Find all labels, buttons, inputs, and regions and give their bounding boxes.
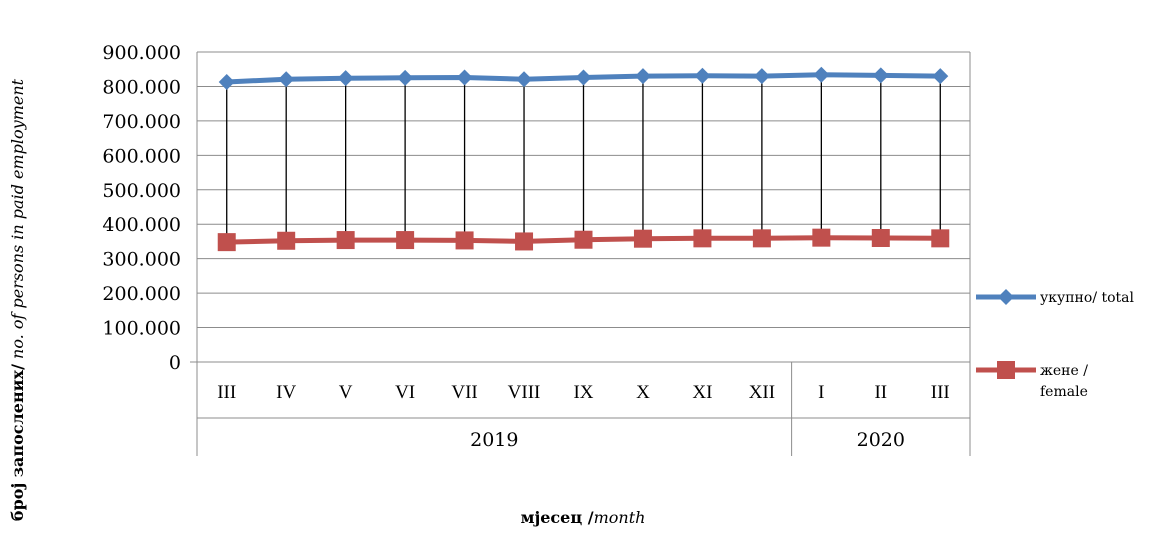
x-tick-label: V [339,382,353,403]
data-point-total [456,69,473,86]
y-tick-label: 400.000 [102,214,181,236]
y-tick-label: 900.000 [102,42,181,64]
x-tick-label: IX [573,382,593,403]
y-tick-label: 800.000 [102,76,181,98]
data-point-total [872,67,889,84]
year-label: 2020 [857,429,905,451]
x-tick-label: XII [749,382,775,403]
data-point-total [397,69,414,86]
data-point-female [396,231,415,250]
data-point-total [278,71,295,88]
data-point-female [931,229,950,248]
data-point-female [277,231,296,250]
drop-lines [226,74,941,243]
data-point-female [455,231,474,250]
legend-label-female: жене / [1040,363,1088,379]
legend: укупно/ total жене / female [976,289,1135,400]
x-tick-label: III [931,382,950,403]
legend-label-female: female [1040,384,1088,400]
data-point-female [515,232,534,251]
x-tick-label: VII [451,382,477,403]
y-tick-label: 200.000 [102,283,181,305]
y-tick-label: 700.000 [102,111,181,133]
axes [190,52,971,456]
x-tick-label: VI [395,382,415,403]
data-point-female [336,231,355,250]
x-tick-label: III [217,382,236,403]
data-point-total [932,68,949,85]
y-tick-labels: 0 100.000 200.000 300.000 400.000 500.000 600.… [102,42,181,374]
y-tick-label: 600.000 [102,145,181,167]
y-tick-label: 300.000 [102,249,181,271]
y-tick-label: 0 [169,352,181,374]
legend-marker-total [998,289,1014,305]
y-tick-label: 500.000 [102,180,181,202]
data-point-total [753,68,770,85]
data-point-female [574,230,593,249]
data-point-total [516,71,533,88]
series-group [217,66,950,252]
data-point-female [812,228,831,247]
x-tick-label: IV [276,382,296,403]
data-point-total [337,70,354,87]
x-tick-label: VIII [508,382,541,403]
data-point-female [871,229,890,247]
data-point-female [217,233,236,252]
data-point-total [634,68,651,85]
legend-label-total: укупно/ total [1040,290,1135,306]
data-point-female [693,229,712,248]
y-tick-label: 100.000 [102,318,181,340]
data-point-total [694,67,711,84]
legend-marker-female [997,361,1015,379]
x-tick-label: I [818,382,824,403]
data-point-total [218,73,235,90]
y-axis-title: број запослених/ no. of persons in paid … [8,78,27,521]
data-point-female [752,229,771,248]
year-label: 2019 [470,429,518,451]
x-axis-title: мјесец /month [521,508,646,527]
data-point-total [813,66,830,83]
x-tick-label: X [636,382,650,403]
x-tick-label: II [874,382,887,403]
data-point-female [633,229,652,248]
data-point-total [575,69,592,86]
x-tick-label: XI [692,382,712,403]
